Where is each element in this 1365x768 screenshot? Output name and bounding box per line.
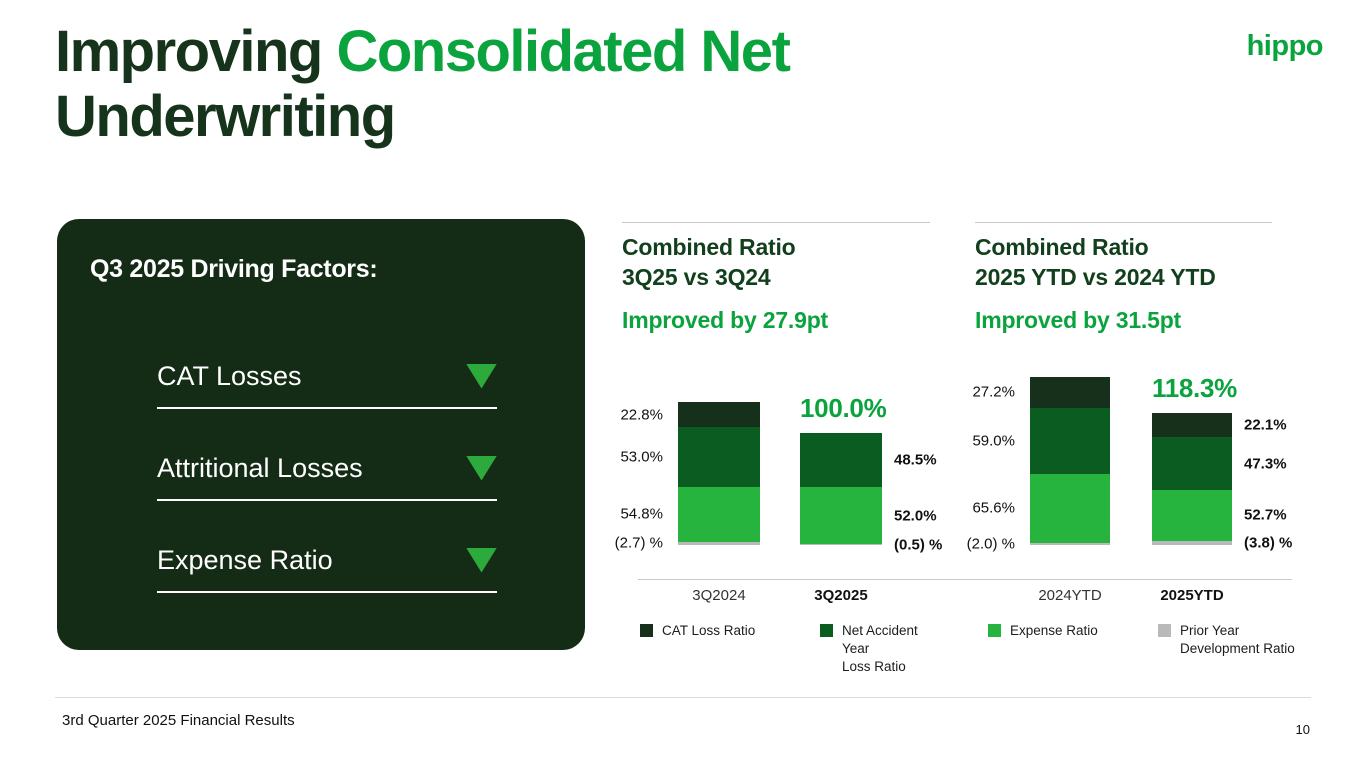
title-part-underwriting: Underwriting — [55, 83, 396, 149]
factor-row-attritional-losses: Attritional Losses — [157, 437, 497, 501]
value-label: 47.3% — [1244, 455, 1287, 473]
footer-divider — [55, 697, 1311, 698]
page-number: 10 — [1295, 722, 1310, 737]
bar-3Q2024 — [678, 401, 760, 545]
segment-net_accident — [800, 433, 882, 488]
bar-2025YTD — [1152, 412, 1232, 545]
category-label: 2025YTD — [1160, 587, 1224, 604]
title-part-improving: Improving — [55, 19, 323, 84]
segment-cat_loss — [1152, 412, 1232, 438]
chart1-title-line1: Combined Ratio — [622, 234, 796, 260]
value-label: 54.8% — [620, 505, 663, 523]
segment-prior_year — [1030, 542, 1110, 545]
value-label: 52.0% — [894, 507, 937, 525]
chart1-subtitle: Improved by 27.9pt — [622, 306, 829, 333]
bar-3Q2025 — [800, 433, 882, 545]
category-label: 3Q2024 — [692, 587, 746, 604]
category-label: 3Q2025 — [814, 587, 868, 604]
page-title: Improving Consolidated Net Underwriting — [55, 19, 791, 150]
combined-ratio-total-label: 118.3% — [1152, 372, 1237, 403]
segment-expense — [800, 487, 882, 545]
value-label: 22.1% — [1244, 416, 1287, 434]
segment-prior_year — [800, 544, 882, 545]
legend-item-net-accident-year-loss-ratio: Net Accident Year Loss Ratio — [820, 622, 918, 677]
legend-swatch-net-accident — [820, 624, 833, 637]
legend-item-prior-year-development-ratio: Prior Year Development Ratio — [1158, 622, 1295, 658]
segment-expense — [678, 486, 760, 542]
segment-net_accident — [678, 427, 760, 487]
value-label: 48.5% — [894, 451, 937, 469]
bar-2024YTD — [1030, 377, 1110, 545]
legend-label: Expense Ratio — [1010, 623, 1098, 638]
segment-prior_year — [1152, 540, 1232, 545]
segment-expense — [1030, 473, 1110, 543]
legend-label: Prior Year Development Ratio — [1180, 623, 1295, 657]
legend-swatch-expense — [988, 624, 1001, 637]
legend-swatch-prior-year — [1158, 624, 1171, 637]
legend-label: CAT Loss Ratio — [662, 623, 756, 638]
legend-item-expense-ratio: Expense Ratio — [988, 622, 1098, 640]
value-label: 22.8% — [620, 406, 663, 424]
legend-swatch-cat-loss — [640, 624, 653, 637]
factor-row-cat-losses: CAT Losses — [157, 345, 497, 409]
title-line-1: Improving Consolidated Net — [55, 19, 791, 85]
category-axis-line — [638, 579, 1292, 580]
chart2-subtitle: Improved by 31.5pt — [975, 306, 1182, 333]
hippo-logo: hippo — [1246, 30, 1324, 62]
factor-row-expense-ratio: Expense Ratio — [157, 529, 497, 593]
chart1-title-line2: 3Q25 vs 3Q24 — [622, 263, 771, 290]
chart2-title-line1: Combined Ratio — [975, 234, 1149, 260]
title-part-consolidated-net: Consolidated Net — [336, 19, 790, 84]
legend-item-cat-loss-ratio: CAT Loss Ratio — [640, 622, 755, 640]
footer-title: 3rd Quarter 2025 Financial Results — [62, 712, 295, 729]
value-label: 65.6% — [972, 499, 1015, 517]
value-label: (2.7) % — [614, 534, 663, 552]
value-label: 27.2% — [972, 383, 1015, 401]
factor-label: Expense Ratio — [157, 544, 333, 575]
driving-factors-heading: Q3 2025 Driving Factors: — [90, 255, 378, 283]
segment-net_accident — [1030, 407, 1110, 474]
value-label: (3.8) % — [1244, 534, 1293, 552]
legend-label: Net Accident Year Loss Ratio — [842, 623, 918, 675]
value-label: 59.0% — [972, 432, 1015, 450]
chart2-header: Combined Ratio 2025 YTD vs 2024 YTD Impr… — [975, 222, 1272, 336]
chart2-title-line2: 2025 YTD vs 2024 YTD — [975, 263, 1216, 290]
segment-net_accident — [1152, 437, 1232, 491]
segment-expense — [1152, 490, 1232, 541]
category-label: 2024YTD — [1038, 587, 1102, 604]
segment-prior_year — [678, 541, 760, 545]
value-label: 53.0% — [620, 448, 663, 466]
factor-label: Attritional Losses — [157, 452, 363, 483]
value-label: 52.7% — [1244, 506, 1287, 524]
combined-ratio-total-label: 100.0% — [800, 393, 887, 423]
segment-cat_loss — [1030, 377, 1110, 408]
value-label: (0.5) % — [894, 536, 943, 554]
value-label: (2.0) % — [966, 535, 1015, 553]
factor-label: CAT Losses — [157, 360, 302, 391]
driving-factors-panel: Q3 2025 Driving Factors: CAT Losses Attr… — [57, 219, 585, 650]
title-line-2: Underwriting — [55, 83, 789, 150]
segment-cat_loss — [678, 401, 760, 428]
chart1-header: Combined Ratio 3Q25 vs 3Q24 Improved by … — [622, 222, 930, 336]
